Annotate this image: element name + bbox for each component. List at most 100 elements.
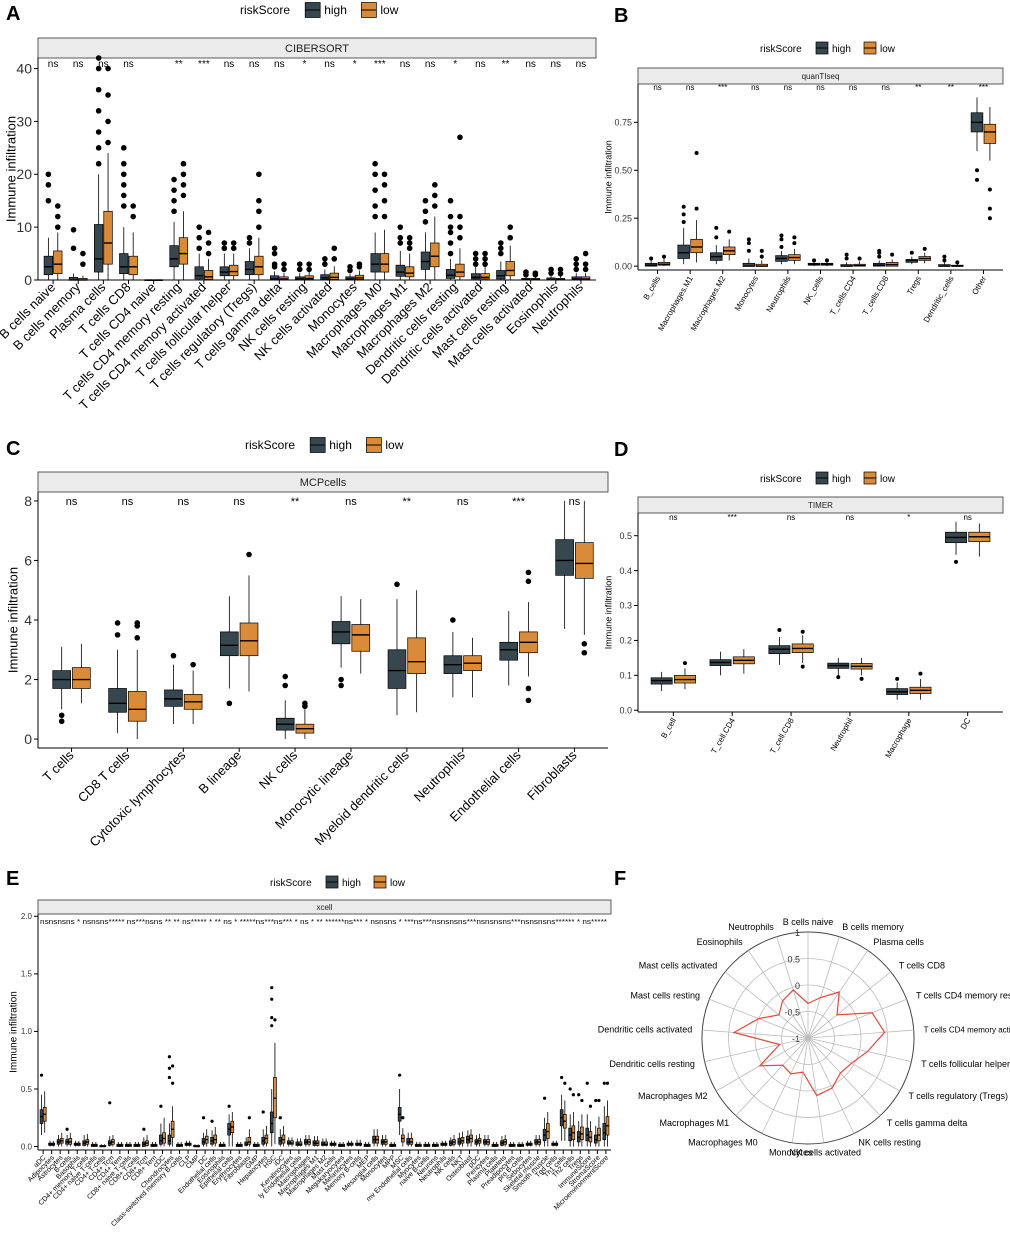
outlier-point	[824, 258, 829, 263]
x-tick-label: Tregs	[905, 275, 923, 297]
radar-spoke	[807, 998, 907, 1039]
outlier-point	[877, 254, 882, 259]
box-low	[588, 1104, 593, 1147]
x-tick-label: CD8 T cells	[75, 747, 133, 805]
significance-label: ns	[274, 59, 285, 70]
box-high	[82, 1135, 86, 1147]
outlier-point	[557, 266, 564, 273]
box-low	[571, 1093, 576, 1147]
box-iqr	[677, 244, 690, 259]
box-high	[52, 646, 71, 725]
outlier-point	[573, 266, 580, 273]
panel-letter: F	[614, 868, 626, 890]
box-high	[709, 651, 732, 676]
outlier-point	[167, 1075, 172, 1080]
box-low	[254, 171, 264, 280]
box-low	[239, 551, 259, 692]
outlier-point	[230, 240, 237, 246]
box-high	[329, 1140, 334, 1147]
box-high	[542, 1096, 547, 1147]
outlier-point	[278, 1116, 282, 1120]
box-iqr	[103, 210, 113, 265]
box-high	[483, 1135, 487, 1147]
significance-label: ns	[669, 513, 677, 522]
box-low	[463, 637, 482, 698]
box-low	[111, 1135, 115, 1147]
outlier-point	[955, 260, 960, 265]
box-iqr	[331, 621, 351, 645]
outlier-point	[282, 682, 289, 689]
y-axis-title: Immune infiltration	[603, 140, 613, 214]
box-iqr	[194, 266, 204, 280]
outlier-point	[296, 261, 303, 267]
box-high	[320, 256, 330, 280]
outlier-point	[331, 256, 338, 262]
outlier-point	[381, 213, 388, 220]
box-low	[136, 1141, 141, 1147]
box-high	[159, 1104, 163, 1147]
box-iqr	[379, 253, 390, 273]
x-tick-label: NK cells	[256, 747, 301, 792]
box-high	[873, 248, 886, 267]
radar-axis-label: Neutrophils	[728, 922, 774, 932]
outlier-point	[682, 661, 687, 666]
outlier-point	[406, 234, 413, 241]
radar-r-tick-label: 1	[795, 928, 800, 938]
box-high	[457, 1132, 462, 1147]
radar-axis-label: Macrophages M0	[688, 1138, 758, 1148]
box-high	[546, 266, 556, 281]
box-high	[169, 176, 179, 280]
radar-axis-label: Macrophages M1	[660, 1118, 730, 1128]
box-low	[264, 1125, 269, 1147]
box-low	[102, 1144, 107, 1148]
panel-letter: C	[6, 438, 20, 460]
outlier-point	[397, 240, 404, 246]
outlier-point	[447, 229, 454, 236]
significance-label: *	[453, 59, 457, 70]
box-high	[406, 1132, 410, 1147]
box-iqr	[420, 251, 431, 270]
radar-spoke	[807, 1037, 825, 1143]
box-low	[430, 182, 440, 280]
outlier-point	[65, 1127, 69, 1131]
outlier-point	[159, 1104, 163, 1108]
box-high	[414, 1141, 419, 1147]
box-low	[187, 1140, 192, 1147]
outlier-point	[568, 1087, 572, 1091]
box-low	[179, 1141, 183, 1147]
box-high	[312, 1136, 317, 1147]
outlier-point	[196, 245, 202, 252]
legend-title: riskScore	[240, 3, 290, 17]
y-tick-label: 0	[24, 272, 32, 288]
box-low	[580, 250, 591, 281]
outlier-point	[381, 171, 388, 178]
box-low	[480, 250, 490, 280]
outlier-point	[597, 1098, 601, 1103]
box-low	[460, 1131, 465, 1147]
outlier-point	[859, 676, 864, 681]
outlier-point	[58, 718, 65, 725]
x-tick-label: Fibroblasts	[524, 747, 580, 803]
box-low	[885, 252, 899, 267]
significance-label: ns	[849, 83, 857, 92]
facet-strip	[637, 496, 1004, 514]
box-high	[559, 1075, 564, 1141]
box-high	[443, 617, 463, 698]
outlier-point	[974, 177, 979, 182]
box-low	[494, 1141, 499, 1147]
box-high	[133, 1141, 138, 1147]
box-iqr	[127, 691, 147, 722]
outlier-point	[498, 245, 504, 252]
legend: riskScore high low	[760, 41, 896, 55]
outlier-point	[196, 234, 202, 241]
y-axis-title: Immune infiltration	[5, 567, 20, 673]
significance-label: ***	[198, 59, 210, 70]
box-high	[219, 240, 229, 280]
box-low	[324, 1138, 328, 1147]
outlier-point	[560, 1075, 564, 1080]
box-iqr	[94, 224, 104, 273]
legend: riskScore high low	[245, 437, 404, 453]
box-iqr	[219, 266, 229, 277]
outlier-point	[171, 1081, 175, 1085]
